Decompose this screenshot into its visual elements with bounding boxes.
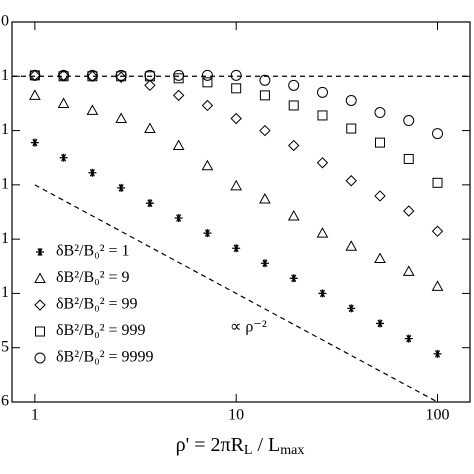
marker-square [35,326,45,337]
marker-diamond [144,79,156,92]
marker-square [288,100,299,111]
marker-circle [230,69,242,81]
marker-asterisk [36,248,44,256]
marker-triangle [402,265,415,276]
marker-asterisk [260,259,269,268]
marker-circle [86,69,98,81]
marker-triangle [230,179,243,191]
marker-square [29,70,40,81]
x-tick-label: 10 [228,407,244,424]
marker-asterisk [289,274,298,283]
y-tick-label: 1 [1,67,9,84]
marker-asterisk [318,289,327,298]
marker-diamond [374,190,386,202]
marker-triangle [374,252,386,263]
marker-circle [201,69,213,81]
marker-asterisk [404,334,413,343]
marker-circle [345,94,357,106]
marker-square [432,177,443,188]
marker-diamond [316,157,329,169]
y-tick-label: 1 [1,176,9,193]
y-tick-label: 1 [1,284,9,301]
marker-asterisk [347,304,356,313]
y-tick-label: 1 [1,230,9,247]
marker-triangle [345,240,358,251]
legend-label: δB²/B₀² = 1 [56,243,130,260]
plot-frame [11,21,471,403]
marker-diamond [115,71,127,84]
marker-triangle [172,139,185,151]
legend-label: δB²/B₀² = 9 [56,269,130,286]
marker-triangle [144,122,156,134]
marker-circle [259,74,271,86]
x-tick-label: 100 [426,407,450,424]
marker-asterisk [30,138,39,147]
y-tick-label: 5 [1,338,9,355]
marker-diamond [172,89,185,102]
marker-circle [173,69,185,81]
marker-square [317,110,328,121]
marker-circle [144,69,156,81]
marker-circle [403,115,415,127]
marker-square [346,123,357,134]
marker-circle [29,69,41,81]
marker-diamond [201,99,214,112]
marker-square [403,153,414,164]
x-label-sub: max [280,443,304,458]
marker-triangle [86,104,99,115]
marker-asterisk [117,183,126,192]
marker-circle [374,107,386,119]
reference-line [34,184,438,403]
marker-triangle [287,209,300,221]
marker-square [202,77,213,88]
marker-asterisk [174,214,183,223]
marker-triangle [57,97,70,108]
marker-circle [288,79,300,91]
x-label-sub: L [244,443,253,458]
y-tick-label: 6 [1,393,9,410]
marker-triangle [115,112,127,123]
marker-asterisk [433,349,442,358]
marker-asterisk [232,244,241,253]
annotation: ∝ ρ⁻² [230,319,267,336]
marker-diamond [403,205,415,217]
marker-circle [432,128,444,140]
y-tick-label: 1 [1,121,9,138]
x-label-part: / L [252,434,280,456]
x-tick-label: 1 [31,407,39,424]
marker-diamond [259,124,271,137]
marker-square [173,73,184,84]
marker-triangle [29,89,41,100]
marker-circle [115,69,127,81]
marker-square [259,90,270,101]
marker-triangle [201,159,214,171]
marker-diamond [34,299,46,311]
x-axis-label: ρ' = 2πRL / Lmax [176,434,305,459]
marker-asterisk [145,199,154,208]
marker-triangle [431,280,444,291]
marker-diamond [345,175,357,187]
legend-label: δB²/B₀² = 9999 [56,349,154,366]
y-tick-label: 0 [1,13,9,30]
marker-diamond [230,112,242,125]
marker-square [374,137,385,148]
marker-square [231,83,242,94]
marker-triangle [316,227,329,238]
marker-diamond [431,225,444,237]
marker-asterisk [203,229,212,238]
legend-label: δB²/B₀² = 999 [56,322,146,339]
marker-triangle [259,192,271,204]
marker-circle [316,86,328,98]
marker-asterisk [88,168,97,177]
marker-diamond [288,139,300,152]
marker-asterisk [59,153,68,162]
legend-label: δB²/B₀² = 99 [56,296,138,313]
marker-circle [34,352,46,364]
marker-triangle [34,272,46,283]
marker-asterisk [375,319,384,328]
marker-circle [58,69,70,81]
x-label-part: ρ' = 2πR [176,434,245,456]
